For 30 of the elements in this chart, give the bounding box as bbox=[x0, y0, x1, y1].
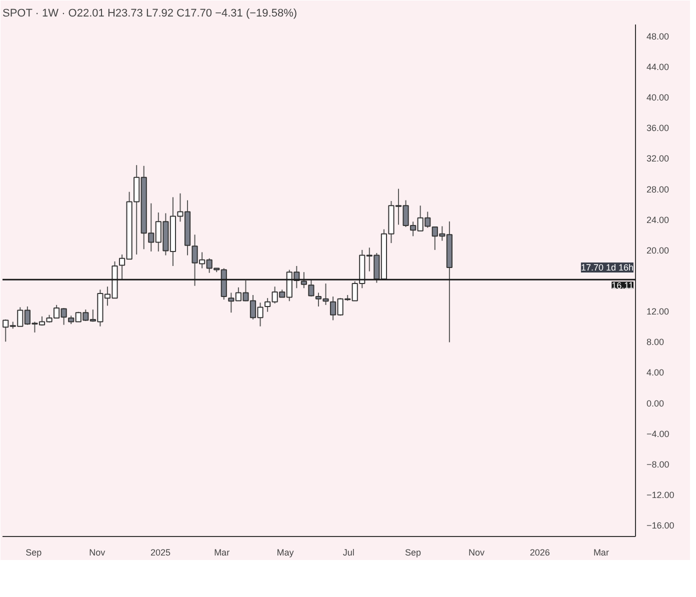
y-tick-label: −12.00 bbox=[646, 490, 674, 500]
y-tick-label: −16.00 bbox=[646, 520, 674, 531]
x-tick-label: Jul bbox=[342, 548, 354, 558]
x-tick-label: May bbox=[276, 548, 294, 558]
y-tick-label: −8.00 bbox=[646, 459, 670, 470]
x-tick-label: Nov bbox=[468, 548, 485, 558]
y-tick-label: 24.00 bbox=[646, 214, 670, 225]
x-tick-label: Sep bbox=[26, 548, 42, 558]
y-tick-label: 44.00 bbox=[646, 62, 670, 72]
x-tick-label: Mar bbox=[593, 548, 609, 558]
x-tick-label: Mar bbox=[214, 548, 230, 558]
y-tick-label: 4.00 bbox=[646, 368, 664, 378]
y-tick-label: 28.00 bbox=[646, 184, 670, 194]
y-tick-label: 20.00 bbox=[646, 245, 670, 256]
y-tick-label: 8.00 bbox=[646, 337, 664, 348]
y-tick-label: 48.00 bbox=[646, 31, 670, 42]
y-tick-label: 32.00 bbox=[646, 154, 670, 164]
y-tick-label: 12.00 bbox=[646, 306, 670, 317]
annotation: 17.70 1d 16h bbox=[580, 262, 634, 273]
y-tick-label: 36.00 bbox=[646, 123, 670, 134]
x-tick-label: Sep bbox=[405, 548, 422, 558]
ref-line-label: 16.11 bbox=[612, 280, 634, 291]
y-tick-label: −4.00 bbox=[646, 428, 670, 439]
x-tick-label: 2025 bbox=[150, 548, 171, 558]
chart-title: SPOT · 1W · O22.01 H23.73 L7.92 C17.70 −4.31 (−19.58%) bbox=[2, 8, 298, 20]
candlestick bbox=[300, 272, 307, 289]
x-tick-label: 2026 bbox=[530, 548, 550, 558]
x-tick-label: Nov bbox=[89, 548, 106, 558]
y-tick-label: 40.00 bbox=[646, 92, 670, 103]
y-tick-label: 0.00 bbox=[646, 398, 664, 408]
